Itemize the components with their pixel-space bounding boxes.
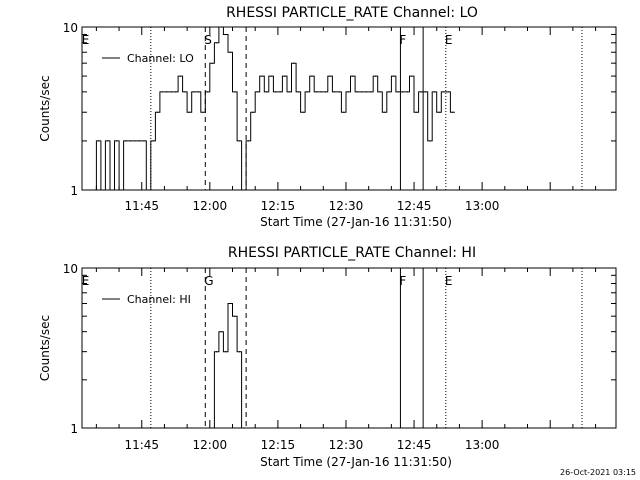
y-axis-label: Counts/sec: [38, 315, 52, 381]
x-tick-label: 12:45: [397, 199, 432, 213]
legend-label: Channel: LO: [127, 52, 194, 65]
flag-label: E: [82, 274, 90, 288]
footer-timestamp: 26-Oct-2021 03:15: [560, 468, 636, 477]
x-tick-label: 12:15: [261, 438, 296, 452]
x-tick-label: 13:00: [465, 199, 500, 213]
x-tick-label: 12:15: [261, 199, 296, 213]
flag-label: F: [399, 274, 406, 288]
chart-panel-hi: RHESSI PARTICLE_RATE Channel: HI 1 10 Count…: [38, 245, 617, 469]
legend-label: Channel: HI: [127, 293, 191, 306]
flag-label: S: [204, 33, 212, 47]
x-tick-label: 12:30: [329, 199, 364, 213]
x-tick-label: 12:00: [193, 199, 228, 213]
plot-frame: [81, 26, 617, 191]
x-axis-label: Start Time (27-Jan-16 11:31:50): [260, 455, 452, 469]
flag-label: E: [82, 33, 90, 47]
flag-label: G: [204, 274, 213, 288]
x-tick-label: 13:00: [465, 438, 500, 452]
x-tick-label: 11:45: [124, 199, 159, 213]
y-tick-label: 10: [63, 21, 78, 35]
x-tick-label: 12:30: [329, 438, 364, 452]
x-tick-label: 12:00: [193, 438, 228, 452]
y-tick-label: 10: [63, 262, 78, 276]
chart-title: RHESSI PARTICLE_RATE Channel: LO: [226, 5, 478, 21]
flag-label: E: [445, 274, 453, 288]
chart-panel-lo: RHESSI PARTICLE_RATE Channel: LO 1 10 Count…: [38, 5, 617, 229]
x-tick-label: 12:45: [397, 438, 432, 452]
y-tick-label: 1: [70, 184, 78, 198]
series-line-lo: [91, 26, 455, 191]
series-line-hi: [209, 303, 247, 429]
x-axis-label: Start Time (27-Jan-16 11:31:50): [260, 215, 452, 229]
flag-label: E: [445, 33, 453, 47]
y-axis-label: Counts/sec: [38, 75, 52, 141]
chart-title: RHESSI PARTICLE_RATE Channel: HI: [228, 245, 476, 261]
y-tick-label: 1: [70, 422, 78, 436]
plot-frame: [81, 267, 617, 429]
x-tick-label: 11:45: [124, 438, 159, 452]
flag-label: F: [399, 33, 406, 47]
